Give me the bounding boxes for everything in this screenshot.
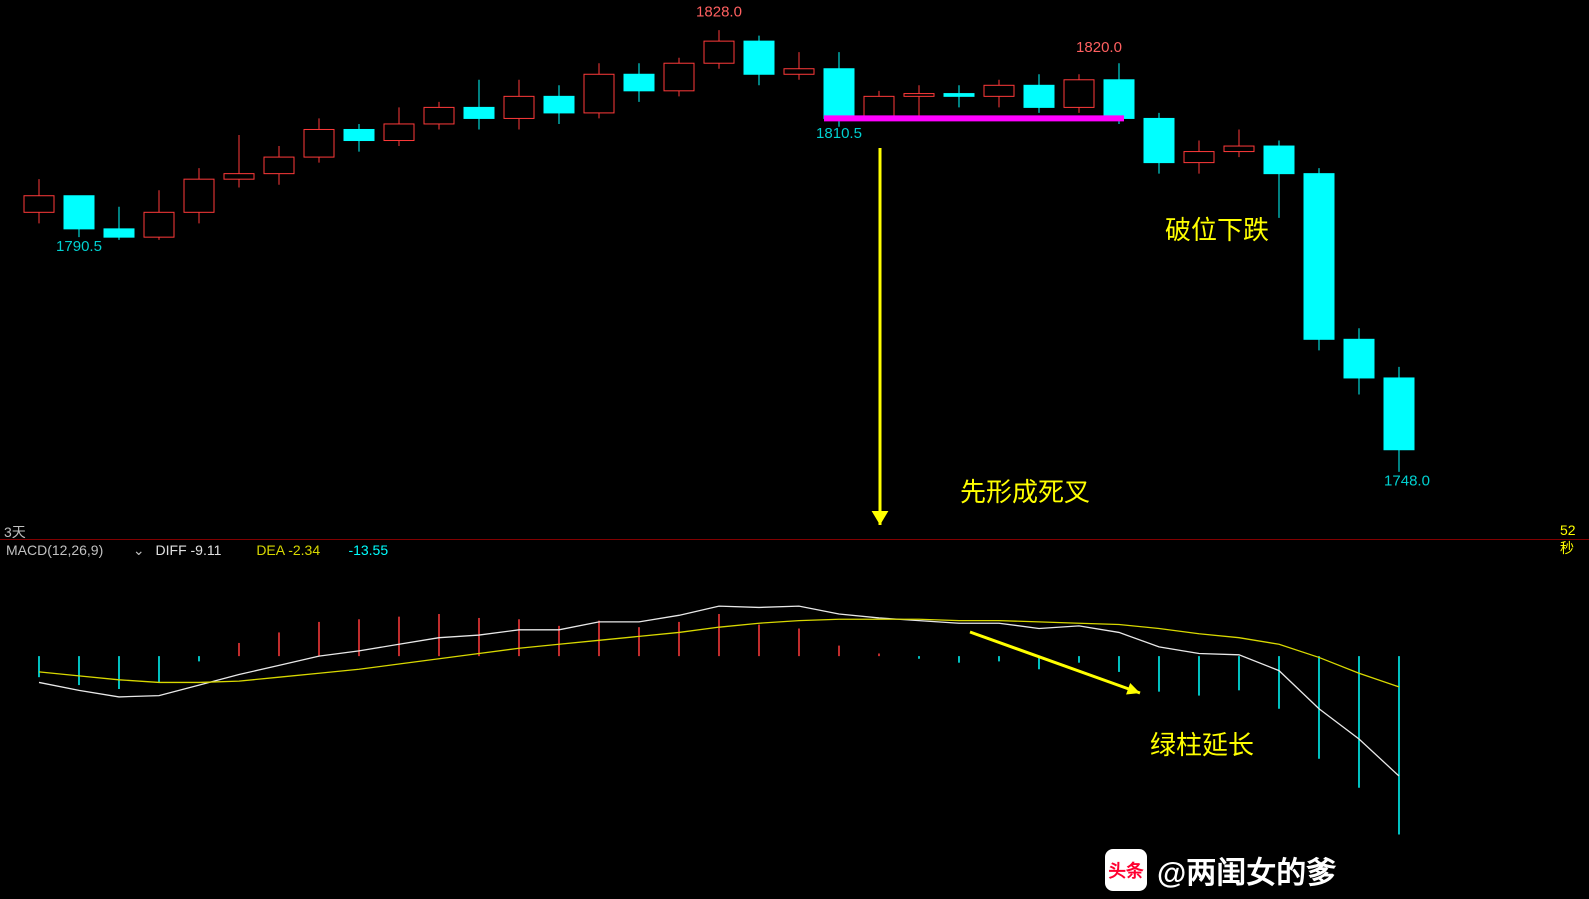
watermark-logo: 头条 (1105, 849, 1147, 891)
timeframe-label: 3天 (4, 522, 26, 542)
macd-header-part: DEA -2.34 (256, 542, 320, 558)
watermark-handle: @两闺女的爹 (1157, 848, 1336, 892)
macd-header-part: -13.55 (348, 542, 388, 558)
macd-header-part: MACD(12,26,9) (6, 542, 103, 558)
annotation-text: 先形成死叉 (960, 472, 1090, 509)
annotation-text: 破位下跌 (1165, 210, 1269, 247)
macd-header-part: ⌄ (133, 542, 145, 558)
macd-indicator-chart: MACD(12,26,9) ⌄ DIFF -9.11 DEA -2.34 -13.55 (0, 540, 1589, 899)
price-label: 1748.0 (1384, 473, 1430, 490)
price-label: 1810.5 (816, 125, 862, 142)
price-label: 1820.0 (1076, 39, 1122, 56)
watermark: 头条@两闺女的爹 (1105, 848, 1336, 892)
countdown-label: 52秒 (1560, 522, 1589, 558)
price-label: 1790.5 (56, 238, 102, 255)
candlestick-chart: 1828.0 1790.5 1810.5 1820.0 1748.0 (0, 0, 1589, 540)
price-label: 1828.0 (696, 3, 742, 20)
macd-header-part: DIFF -9.11 (156, 542, 222, 558)
annotation-text: 绿柱延长 (1150, 725, 1254, 762)
